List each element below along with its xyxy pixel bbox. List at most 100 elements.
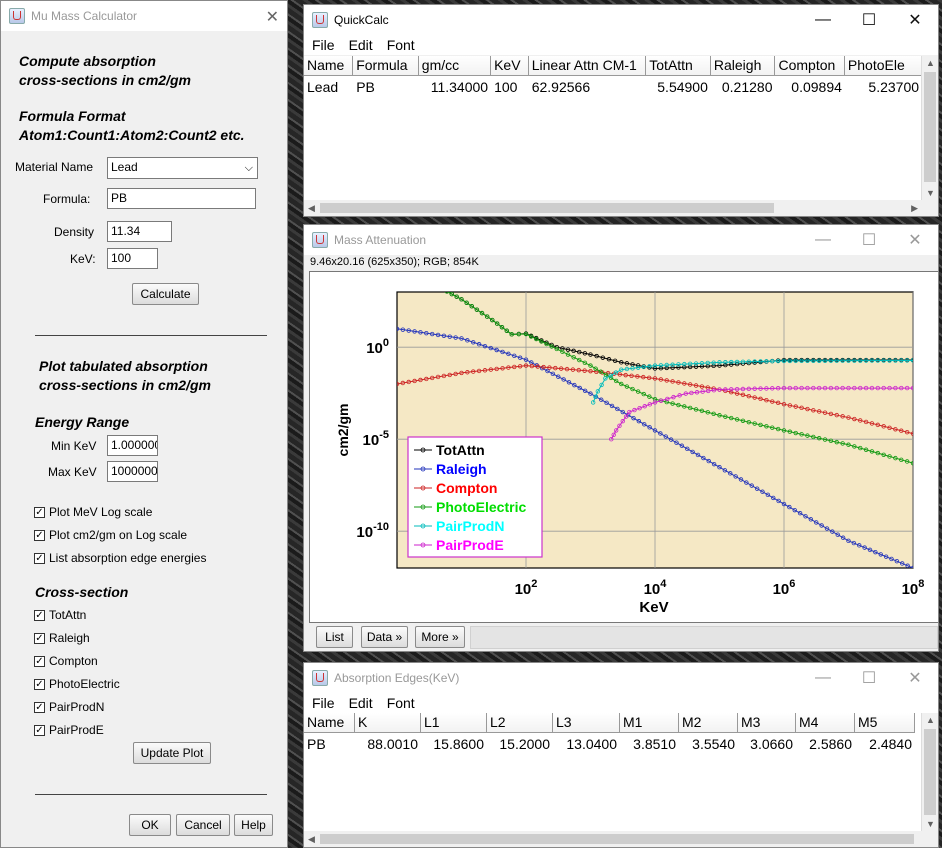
quickcalc-horizontal-scrollbar[interactable]: ◀ ▶ [304, 200, 922, 216]
help-button[interactable]: Help [234, 814, 273, 836]
column-header[interactable]: M4 [796, 713, 855, 733]
table-row[interactable]: Lead PB 11.34000 100 62.92566 5.54900 0.… [304, 76, 922, 98]
data-point [706, 458, 711, 464]
close-icon[interactable]: ✕ [908, 670, 922, 687]
column-header[interactable]: Name [304, 713, 355, 733]
maximize-icon[interactable]: ☐ [861, 670, 877, 687]
data-point [846, 358, 851, 363]
column-header[interactable]: Compton [775, 56, 845, 76]
scroll-thumb[interactable] [320, 834, 914, 844]
data-point [881, 452, 886, 457]
checkbox-checked-icon[interactable]: ✓ [34, 724, 45, 736]
menu-file[interactable]: File [312, 695, 335, 711]
scroll-up-icon[interactable]: ▲ [926, 58, 935, 68]
data-point [447, 334, 452, 339]
column-header[interactable]: Formula [353, 56, 419, 76]
data-point [690, 449, 695, 455]
column-header[interactable]: KeV [491, 56, 529, 76]
scroll-left-icon[interactable]: ◀ [308, 203, 315, 213]
close-icon[interactable]: ✕ [265, 9, 279, 26]
menu-edit[interactable]: Edit [348, 695, 373, 711]
data-point [647, 425, 652, 430]
scroll-right-icon[interactable]: ▶ [911, 203, 918, 213]
update-plot-button[interactable]: Update Plot [133, 742, 211, 764]
maximize-icon[interactable]: ☐ [861, 232, 877, 249]
option-plot-mev-log[interactable]: ✓ Plot MeV Log scale [34, 505, 152, 519]
scroll-thumb[interactable] [924, 729, 936, 815]
density-input[interactable]: 11.34 [107, 221, 172, 242]
cs-photoelectric-checkbox[interactable]: ✓ PhotoElectric [34, 677, 120, 691]
scroll-up-icon[interactable]: ▲ [926, 715, 935, 725]
scroll-left-icon[interactable]: ◀ [308, 834, 315, 844]
minimize-icon[interactable]: — [815, 231, 831, 248]
cs-pairprodn-checkbox[interactable]: ✓ PairProdN [34, 700, 104, 714]
checkbox-checked-icon[interactable]: ✓ [34, 632, 45, 644]
checkbox-checked-icon[interactable]: ✓ [34, 552, 45, 564]
data-button[interactable]: Data » [361, 626, 408, 648]
kev-input[interactable]: 100 [107, 248, 158, 269]
column-header[interactable]: M1 [620, 713, 679, 733]
minimize-icon[interactable]: — [815, 669, 831, 686]
max-kev-input[interactable]: 1000000 [107, 461, 158, 482]
ok-button[interactable]: OK [129, 814, 171, 836]
edges-vertical-scrollbar[interactable]: ▲ ▼ [921, 713, 938, 831]
data-point [429, 375, 435, 381]
column-header[interactable]: Linear Attn CM-1 [528, 56, 647, 76]
scroll-thumb[interactable] [320, 203, 774, 213]
checkbox-checked-icon[interactable]: ✓ [34, 506, 45, 518]
data-point [775, 358, 781, 364]
menu-font[interactable]: Font [386, 37, 415, 53]
more-button[interactable]: More » [415, 626, 465, 648]
column-header[interactable]: M5 [855, 713, 915, 733]
scroll-thumb[interactable] [924, 72, 936, 182]
close-icon[interactable]: ✕ [908, 12, 922, 29]
column-header[interactable]: M2 [679, 713, 738, 733]
cs-compton-checkbox[interactable]: ✓ Compton [34, 654, 98, 668]
column-header[interactable]: TotAttn [646, 56, 711, 76]
formula-input[interactable]: PB [107, 188, 256, 209]
cs-pairprode-checkbox[interactable]: ✓ PairProdE [34, 723, 104, 737]
column-header[interactable]: L2 [487, 713, 553, 733]
min-kev-input[interactable]: 1.000000 [107, 435, 158, 456]
data-point [828, 358, 834, 363]
java-icon [312, 670, 328, 686]
cs-raleigh-checkbox[interactable]: ✓ Raleigh [34, 631, 90, 645]
absorption-edges-window: Absorption Edges(KeV) — ☐ ✕ File Edit Fo… [303, 662, 939, 848]
calculate-button[interactable]: Calculate [132, 283, 199, 305]
list-button[interactable]: List [316, 626, 353, 648]
column-header[interactable]: Raleigh [710, 56, 776, 76]
option-list-edges[interactable]: ✓ List absorption edge energies [34, 551, 206, 565]
cancel-button[interactable]: Cancel [176, 814, 230, 836]
checkbox-checked-icon[interactable]: ✓ [34, 655, 45, 667]
data-point [479, 310, 485, 316]
minimize-icon[interactable]: — [815, 11, 831, 28]
column-header[interactable]: L3 [553, 713, 620, 733]
scroll-down-icon[interactable]: ▼ [926, 819, 935, 829]
edges-horizontal-scrollbar[interactable]: ◀ [304, 831, 922, 847]
checkbox-checked-icon[interactable]: ✓ [34, 701, 45, 713]
menu-edit[interactable]: Edit [348, 37, 373, 53]
column-header[interactable]: Name [304, 56, 354, 76]
menu-font[interactable]: Font [386, 695, 415, 711]
option-plot-cm2gm-log[interactable]: ✓ Plot cm2/gm on Log scale [34, 528, 187, 542]
column-header[interactable]: M3 [738, 713, 796, 733]
table-row[interactable]: PB 88.0010 15.8600 15.2000 13.0400 3.851… [304, 733, 922, 755]
column-header[interactable]: L1 [421, 713, 487, 733]
column-header[interactable]: PhotoEle [844, 56, 922, 76]
menu-file[interactable]: File [312, 37, 335, 53]
scroll-down-icon[interactable]: ▼ [926, 188, 935, 198]
material-name-select[interactable]: Lead ⌵ [107, 157, 258, 179]
checkbox-checked-icon[interactable]: ✓ [34, 609, 45, 621]
maximize-icon[interactable]: ☐ [861, 12, 877, 29]
quickcalc-vertical-scrollbar[interactable]: ▲ ▼ [921, 56, 938, 200]
checkbox-checked-icon[interactable]: ✓ [34, 529, 45, 541]
checkbox-checked-icon[interactable]: ✓ [34, 678, 45, 690]
column-header[interactable]: gm/cc [418, 56, 492, 76]
cs-totattn-checkbox[interactable]: ✓ TotAttn [34, 608, 86, 622]
close-icon[interactable]: ✕ [908, 232, 922, 249]
data-point [535, 364, 540, 369]
data-point [781, 358, 787, 364]
column-header[interactable]: K [355, 713, 421, 733]
